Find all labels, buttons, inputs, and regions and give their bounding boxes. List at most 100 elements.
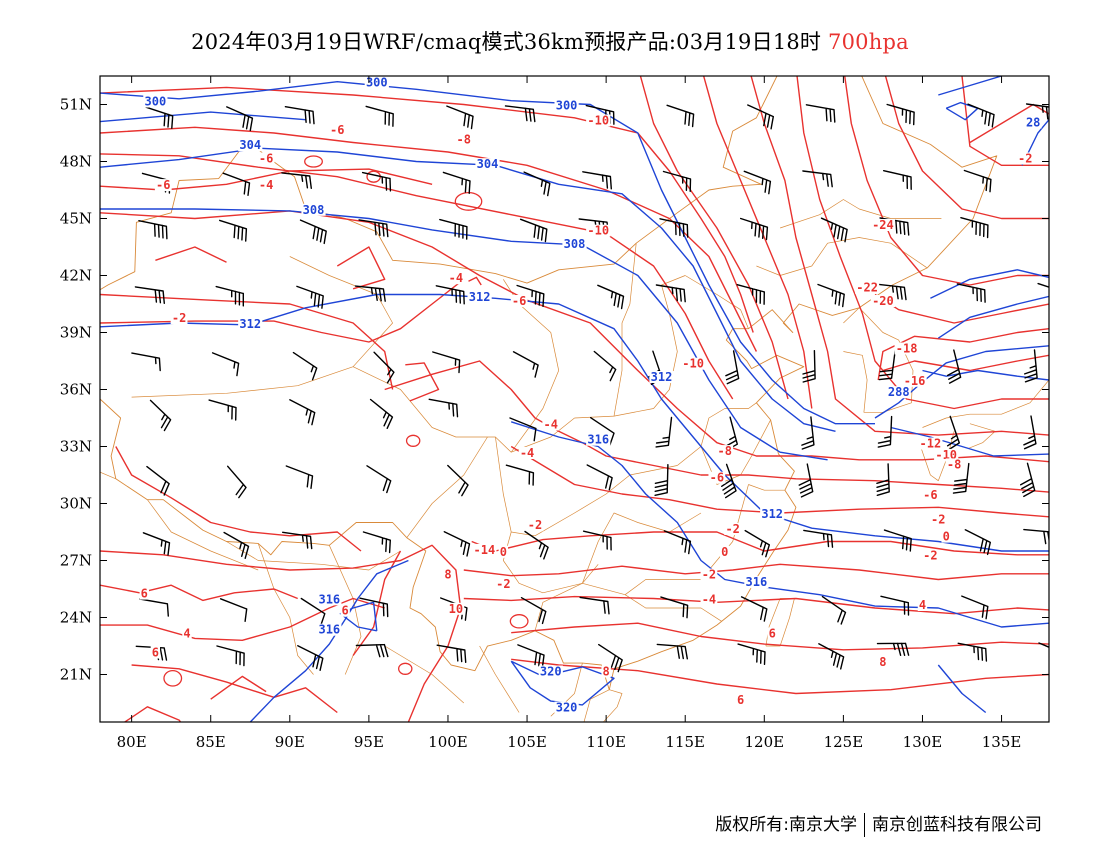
- temperature-label: 6: [152, 646, 159, 660]
- wind-barb: [1025, 103, 1049, 120]
- temperature-label: -22: [856, 281, 878, 295]
- wind-barb: [134, 286, 165, 304]
- temperature-contour: [702, 76, 813, 409]
- china-border: [100, 76, 998, 691]
- wind-barb: [138, 220, 168, 240]
- temperature-contour: [100, 597, 385, 641]
- province-border: [406, 436, 488, 538]
- temperature-label: -8: [457, 133, 471, 147]
- wind-barb: [520, 597, 547, 625]
- contour-label-bg: [902, 374, 927, 387]
- temperature-label: -14: [474, 543, 496, 557]
- temperature-label: 0: [500, 545, 507, 559]
- height-label: 320: [540, 665, 562, 679]
- wind-barb: [131, 352, 161, 372]
- temperature-contour: [336, 246, 386, 290]
- wind-barb: [963, 169, 992, 193]
- temperature-contour: [639, 76, 789, 400]
- wind-barb: [432, 351, 461, 374]
- lon-tick-label: 125E: [824, 733, 864, 751]
- contour-label-bg: [921, 488, 939, 501]
- contour-label-bg: [238, 317, 263, 330]
- wind-barb: [442, 171, 471, 194]
- contour-label-bg: [455, 133, 473, 146]
- temperature-contour: [210, 675, 267, 700]
- temperature-contour: [463, 595, 1049, 615]
- contour-label-bg: [760, 507, 785, 520]
- wind-barb: [142, 532, 171, 556]
- contour-label-bg: [918, 437, 943, 450]
- temperature-cell: [405, 434, 421, 447]
- wind-barb: [802, 350, 816, 383]
- contour-label-bg: [494, 578, 512, 591]
- wind-barb: [952, 462, 970, 494]
- copyright: 版权所有:南京大学 南京创蓝科技有限公司: [715, 810, 1042, 837]
- contour-label-bg: [870, 295, 896, 307]
- lon-tick-label: 110E: [586, 733, 626, 751]
- temperature-label: 4: [183, 627, 190, 641]
- temperature-contour: [884, 76, 1049, 220]
- temperature-label: 0: [943, 530, 950, 544]
- wind-barb: [877, 415, 893, 448]
- contour-label-bg: [724, 523, 742, 535]
- contour-label-bg: [917, 599, 928, 611]
- copyright-separator: [864, 813, 865, 837]
- temperature-label: -2: [172, 311, 186, 325]
- province-border: [968, 423, 996, 449]
- wind-barb: [736, 284, 765, 305]
- height-contour: [100, 111, 306, 123]
- contour-label-bg: [700, 593, 718, 606]
- wind-barb: [725, 350, 740, 385]
- height-label: 308: [303, 203, 325, 217]
- temperature-contour: [882, 354, 1049, 372]
- wind-barb: [886, 103, 915, 126]
- wind-barb: [369, 398, 394, 429]
- wind-barb: [446, 105, 474, 130]
- temperature-label: 8: [444, 568, 451, 582]
- wind-barb: [505, 464, 535, 486]
- contour-label-bg: [301, 203, 326, 216]
- province-border: [384, 645, 465, 704]
- temperature-label: 4: [919, 598, 926, 612]
- lon-tick-label: 105E: [507, 733, 547, 751]
- lon-tick-label: 80E: [117, 733, 147, 751]
- height-label: 304: [239, 138, 261, 152]
- temperature-contour: [100, 584, 298, 602]
- wind-barb: [737, 643, 766, 665]
- wind-barb: [216, 645, 245, 667]
- temperature-label: 6: [342, 604, 349, 618]
- height-contour: [937, 295, 1049, 339]
- wind-barb: [880, 595, 910, 616]
- contour-label-bg: [562, 238, 587, 250]
- temperature-contour: [463, 563, 1049, 581]
- contour-label-bg: [472, 543, 497, 556]
- temperature-contour: [352, 550, 402, 656]
- wind-barb: [883, 529, 912, 552]
- wind-barb: [593, 350, 617, 382]
- wind-barb: [747, 104, 774, 130]
- contour-label-bg: [317, 593, 342, 606]
- wind-barb: [1023, 528, 1049, 545]
- wind-barb: [215, 285, 244, 307]
- temperature-label: -2: [1018, 152, 1032, 166]
- contour-label-bg: [601, 665, 611, 678]
- contour-label-bg: [340, 604, 350, 617]
- temperature-contour: [100, 293, 394, 390]
- contour-label-bg: [870, 219, 896, 231]
- height-label: 300: [366, 76, 388, 90]
- province-border: [495, 436, 678, 537]
- wind-barb: [509, 417, 537, 442]
- lat-tick-label: 48N: [60, 153, 92, 171]
- contour-label-bg: [586, 224, 611, 237]
- temperature-label: -10: [682, 357, 704, 371]
- wind-barbs: [131, 103, 1049, 673]
- wind-barb: [222, 172, 251, 196]
- province-border: [843, 307, 914, 413]
- contour-label-bg: [143, 95, 168, 108]
- wind-barb: [227, 465, 247, 499]
- contour-label-bg: [467, 291, 492, 304]
- contour-label-bg: [720, 545, 730, 558]
- temperature-label: -6: [710, 471, 724, 485]
- wind-barb: [801, 416, 815, 450]
- temperature-contour: [468, 276, 482, 286]
